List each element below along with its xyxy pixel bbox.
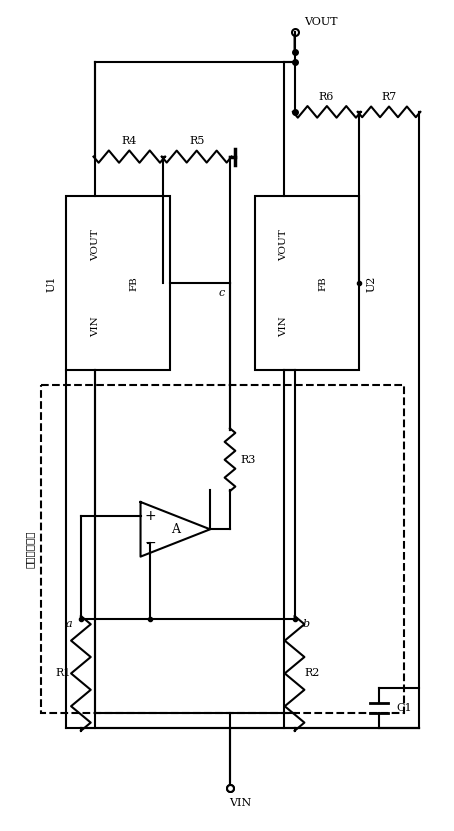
Text: C1: C1	[396, 703, 412, 713]
Text: U2: U2	[366, 275, 376, 292]
Text: VOUT: VOUT	[280, 229, 289, 261]
Text: VIN: VIN	[229, 798, 251, 808]
Text: FB: FB	[129, 276, 138, 291]
Text: R2: R2	[305, 668, 320, 678]
Text: VIN: VIN	[91, 317, 100, 337]
Text: R6: R6	[319, 92, 334, 102]
Text: R3: R3	[240, 455, 256, 465]
Text: FB: FB	[318, 276, 327, 291]
Bar	[41, 386, 404, 713]
Text: c: c	[219, 288, 225, 298]
Text: −: −	[145, 536, 156, 550]
Text: A: A	[171, 523, 180, 536]
Text: b: b	[303, 619, 310, 629]
Bar	[66, 196, 170, 371]
Text: R7: R7	[381, 92, 397, 102]
Bar	[255, 196, 359, 371]
Text: VIN: VIN	[280, 317, 289, 337]
Text: VOUT: VOUT	[91, 229, 100, 261]
Text: R5: R5	[189, 135, 204, 145]
Text: a: a	[66, 619, 72, 629]
Text: +: +	[145, 509, 156, 523]
Text: R4: R4	[122, 135, 137, 145]
Text: VOUT: VOUT	[305, 17, 338, 27]
Text: U1: U1	[46, 275, 56, 292]
Text: R1: R1	[55, 668, 71, 678]
Text: 均流控制环路: 均流控制环路	[24, 530, 34, 568]
